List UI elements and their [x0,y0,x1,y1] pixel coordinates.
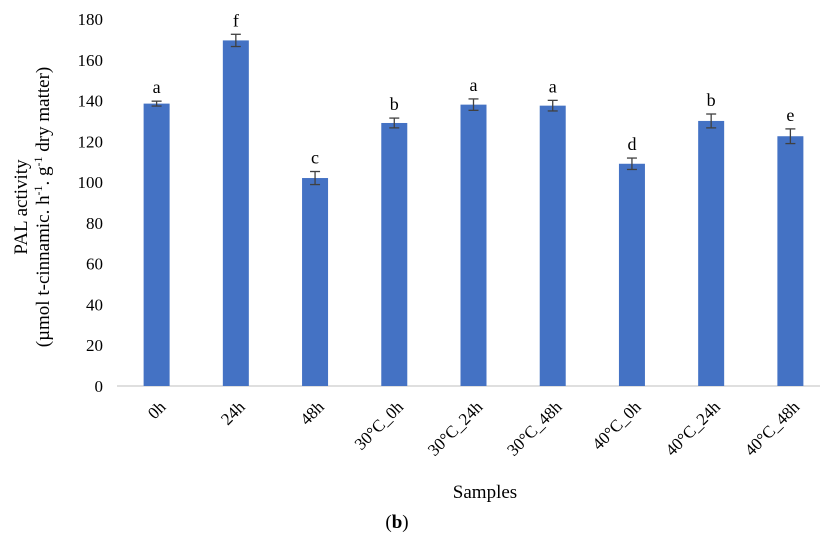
bar [143,103,170,386]
x-tick-labels: 0h 24h 48h 30°C_0h 30°C_24h 30°C_48h 40°C_0h 40… [144,397,804,460]
x-tick-label: 40°C_24h [662,397,725,460]
bar [539,105,566,387]
bar [777,136,804,386]
y-tick-label: 100 [78,173,104,192]
error-bar [547,99,558,112]
significance-letters: a f c b a a d b e [153,10,795,167]
y-tick-label: 40 [86,295,103,314]
x-tick-label: 30°C_0h [351,397,408,454]
error-bar [626,157,637,171]
significance-letter: a [470,75,478,95]
x-tick-label: 40°C_0h [588,397,645,454]
x-tick-label: 40°C_48h [741,397,804,460]
y-tick-labels: 0 20 40 60 80 100 120 140 160 180 [78,10,104,396]
bar [618,163,645,386]
bar [460,104,487,386]
y-tick-label: 60 [86,255,103,274]
error-bar [706,113,717,129]
significance-letter: e [786,105,794,125]
significance-letter: a [153,77,161,97]
bar [222,40,249,387]
x-tick-label: 48h [296,397,328,429]
y-axis-title-line2: (µmol t-cinnamic. h-1. g-1 dry matter) [31,67,54,348]
y-tick-label: 140 [78,92,104,111]
significance-letter: b [390,94,399,114]
y-tick-label: 20 [86,336,103,355]
x-tick-label: 30°C_48h [503,397,566,460]
panel-label: (b) [385,512,408,533]
significance-letter: f [233,10,239,30]
y-axis-title: PAL activity (µmol t-cinnamic. h-1. g-1 … [11,67,54,348]
error-bar [151,100,162,107]
significance-letter: d [627,134,636,154]
bar [381,122,408,386]
x-axis-title: Samples [453,482,517,503]
error-bar [389,117,400,129]
x-tick-label: 30°C_24h [424,397,487,460]
error-bar [468,98,479,111]
y-tick-label: 80 [86,214,103,233]
error-bar [230,33,241,48]
y-axis-title-line1: PAL activity [11,159,32,255]
significance-letter: a [549,76,557,96]
bar [698,120,725,386]
significance-letter: b [707,90,716,110]
bars [143,40,804,387]
x-tick-label: 0h [144,397,170,423]
significance-letter: c [311,148,319,168]
y-tick-label: 160 [78,51,104,70]
x-tick-label: 24h [217,397,249,429]
error-bars [151,33,796,186]
error-bar [310,170,321,186]
error-bar [785,128,796,145]
y-tick-label: 180 [78,10,104,29]
y-tick-label: 120 [78,132,104,151]
y-tick-label: 0 [95,377,104,396]
bar [302,178,329,386]
